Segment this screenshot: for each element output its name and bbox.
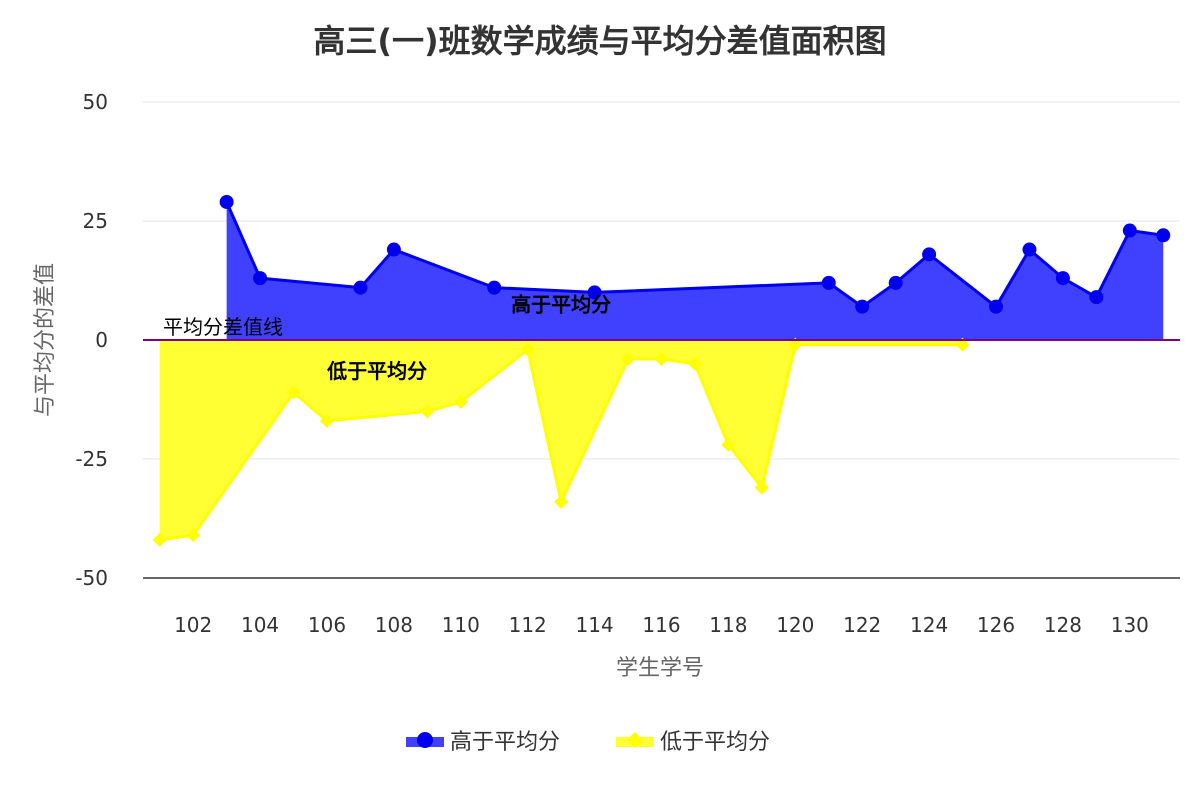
data-point (955, 337, 970, 352)
legend[interactable]: 高于平均分 低于平均分 (406, 730, 770, 755)
data-point (788, 337, 803, 352)
data-point (453, 394, 468, 409)
x-tick-label: 114 (576, 613, 614, 637)
data-point (1055, 271, 1070, 286)
data-point (888, 275, 903, 290)
data-point (621, 352, 636, 367)
data-point (754, 480, 769, 495)
data-markers (152, 194, 1171, 547)
series-area (226, 201, 1164, 340)
x-tick-label: 104 (241, 613, 279, 637)
x-tick-label: 102 (174, 613, 212, 637)
data-point (922, 247, 937, 262)
x-tick-label: 118 (709, 613, 747, 637)
data-point (520, 342, 535, 357)
area-annotation: 低于平均分 (326, 359, 427, 383)
x-tick-label: 126 (977, 613, 1015, 637)
x-tick-label: 108 (375, 613, 413, 637)
data-point (253, 271, 268, 286)
y-axis-title: 与平均分的差值 (33, 263, 58, 417)
data-point (186, 528, 201, 543)
data-point (152, 532, 167, 547)
x-tick-label: 122 (843, 613, 881, 637)
y-tick-label: 50 (83, 90, 108, 114)
chart-title: 高三(一)班数学成绩与平均分差值面积图 (313, 22, 886, 60)
data-point (219, 194, 234, 209)
data-point (1122, 223, 1137, 238)
axes: 50 25 0 -25 -50 102 104 106 108 110 112 114 116 118 12… (75, 90, 1180, 637)
data-point (386, 242, 401, 257)
data-point (353, 280, 368, 295)
data-point (1089, 290, 1104, 305)
data-point (687, 356, 702, 371)
legend-item[interactable]: 高于平均分 (406, 730, 560, 755)
y-tick-label: -25 (75, 447, 108, 471)
area-annotation: 高于平均分 (511, 292, 611, 316)
x-tick-label: 110 (442, 613, 480, 637)
y-tick-label: 0 (95, 328, 108, 352)
data-point (654, 352, 669, 367)
data-point (286, 385, 301, 400)
y-tick-label: 25 (83, 209, 108, 233)
data-point (487, 280, 502, 295)
x-tick-label: 124 (910, 613, 948, 637)
series-line (225, 201, 1164, 309)
data-point (554, 494, 569, 509)
data-point (1156, 228, 1171, 243)
data-point (319, 413, 334, 428)
legend-item[interactable]: 低于平均分 (616, 730, 770, 755)
x-tick-label: 116 (642, 613, 680, 637)
x-tick-label: 106 (308, 613, 346, 637)
legend-label: 低于平均分 (660, 730, 770, 755)
data-point (855, 299, 870, 314)
series-area (159, 340, 963, 540)
legend-marker (627, 732, 643, 748)
data-point (989, 299, 1004, 314)
y-tick-label: -50 (75, 566, 108, 590)
x-tick-label: 130 (1111, 613, 1149, 637)
x-tick-label: 120 (776, 613, 814, 637)
data-point (721, 437, 736, 452)
data-point (420, 404, 435, 419)
legend-label: 高于平均分 (450, 730, 560, 755)
x-axis-title: 学生学号 (616, 656, 704, 681)
reference-line-label: 平均分差值线 (163, 315, 283, 339)
data-point (1022, 242, 1037, 257)
x-tick-label: 112 (509, 613, 547, 637)
data-point (821, 275, 836, 290)
data-point (587, 285, 602, 300)
x-tick-label: 128 (1044, 613, 1082, 637)
area-fills (159, 201, 1164, 540)
legend-marker (417, 732, 433, 748)
